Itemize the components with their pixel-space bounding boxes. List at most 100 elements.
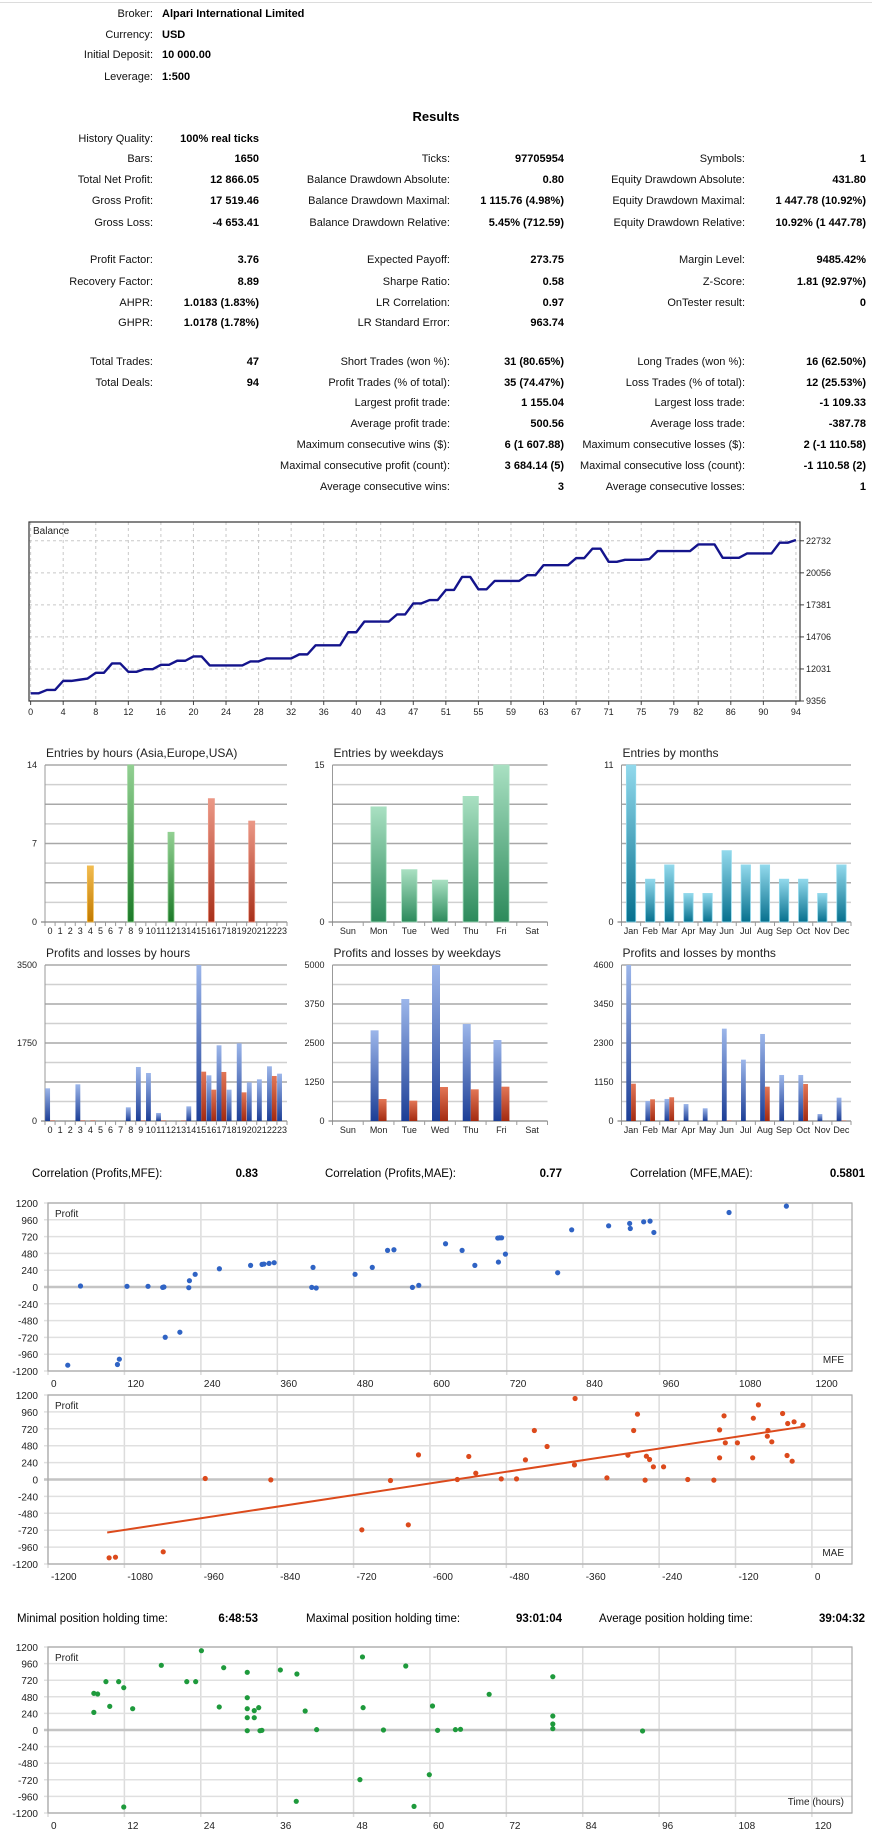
x-tick-label: Fri	[496, 926, 507, 936]
x-tick-label: 16	[156, 707, 166, 717]
bar-weekday	[462, 796, 479, 923]
x-tick-label: -600	[433, 1572, 453, 1583]
x-tick-label: Jun	[719, 926, 734, 936]
bar-profit	[206, 1075, 212, 1121]
y-tick-label: -1200	[12, 1809, 38, 1820]
x-tick-label: 84	[586, 1821, 598, 1832]
stat-label: Total Deals:	[95, 377, 153, 389]
y-tick-label: -960	[18, 1350, 38, 1361]
scatter-point	[569, 1227, 575, 1233]
y-tick-label: 0	[319, 1116, 324, 1126]
scatter-point	[369, 1264, 375, 1270]
x-axis-title: MFE	[823, 1355, 844, 1366]
x-tick-label: Feb	[642, 926, 658, 936]
y-tick-label: -240	[18, 1492, 38, 1503]
x-tick-label: Sat	[525, 1125, 539, 1135]
y-tick-label: 960	[21, 1408, 38, 1419]
scatter-point	[313, 1285, 319, 1291]
chart-title: Profits and losses by months	[623, 946, 776, 960]
scatter-point	[442, 1241, 449, 1247]
x-tick-label: 7	[118, 926, 123, 936]
x-tick-label: Oct	[796, 926, 811, 936]
y-tick-label: 22732	[806, 536, 831, 546]
x-tick-label: 480	[357, 1379, 374, 1390]
bar-month	[817, 893, 828, 923]
chart-title: Profits and losses by hours	[46, 946, 190, 960]
scatter-point	[309, 1284, 315, 1290]
scatter-point	[277, 1667, 283, 1673]
scatter-point	[302, 1708, 308, 1714]
scatter-point	[722, 1440, 728, 1446]
stat-row: Maximal consecutive profit (count): 3 684…	[0, 458, 872, 474]
y-tick-label: 1200	[16, 1391, 39, 1402]
y-tick-label: -720	[18, 1526, 38, 1537]
scatter-point	[259, 1727, 265, 1733]
stat-value: 12 (25.53%)	[806, 377, 866, 389]
scatter-point	[513, 1476, 520, 1482]
bar-europe	[127, 764, 135, 923]
y-tick-label: 0	[32, 1476, 38, 1487]
x-tick-label: 8	[93, 707, 98, 717]
stat-value: 1.0183 (1.83%)	[183, 297, 259, 309]
chart-title: Entries by hours (Asia,Europe,USA)	[46, 746, 237, 760]
correlation-profits-mfe-value: 0.83	[235, 1168, 258, 1180]
max-holding-time-label: Maximal position holding time:	[306, 1613, 461, 1625]
info-label: Leverage:	[104, 71, 153, 83]
x-tick-label: -480	[509, 1572, 529, 1583]
bar-loss	[221, 1071, 227, 1121]
bar-profit	[836, 1097, 842, 1121]
scatter-point	[429, 1703, 436, 1709]
x-tick-label: 18	[227, 926, 237, 936]
holding-time-row: Minimal position holding time: 6:48:53 M…	[0, 1611, 872, 1627]
stat-row: Total Deals: 94 Profit Trades (% of total)…	[0, 375, 872, 391]
bar-profit	[462, 1023, 471, 1121]
x-tick-label: 108	[739, 1821, 756, 1832]
x-tick-label: 0	[815, 1572, 821, 1583]
x-tick-label: Mon	[370, 926, 388, 936]
scatter-point	[800, 1422, 806, 1428]
stat-value: 94	[246, 377, 259, 389]
y-tick-label: 960	[21, 1216, 38, 1227]
x-tick-label: -240	[662, 1572, 682, 1583]
scatter-point	[642, 1477, 648, 1483]
x-tick-label: 0	[28, 707, 33, 717]
bar-profit	[156, 1112, 161, 1121]
stat-label: Maximal consecutive loss (count):	[579, 460, 745, 472]
stat-value: 5.45% (712.59)	[488, 217, 564, 229]
y-tick-label: -240	[18, 1300, 38, 1311]
stat-label: Bars:	[127, 153, 153, 165]
scatter-point	[266, 1260, 272, 1267]
scatter-point	[116, 1356, 122, 1362]
stat-value: 0.97	[542, 297, 564, 309]
stat-value: 8.89	[237, 276, 259, 288]
scatter-point	[647, 1218, 653, 1224]
bar-loss	[378, 1099, 387, 1121]
x-tick-label: 9	[138, 1125, 143, 1135]
bar-profit	[45, 1088, 51, 1121]
y-tick-label: -240	[18, 1743, 38, 1754]
stat-value: 2 (-1 110.58)	[803, 439, 866, 451]
stat-value: 0.80	[542, 174, 564, 186]
scatter-point	[416, 1282, 422, 1288]
stat-row: Bars: 1650 Ticks: 97705954 Symbols: 1	[0, 151, 872, 167]
stat-label: Average consecutive losses:	[605, 481, 745, 493]
scatter-point	[106, 1555, 112, 1561]
scatter-point	[384, 1247, 391, 1253]
bar-loss	[440, 1086, 448, 1121]
x-tick-label: 2	[68, 1125, 73, 1135]
correlation-mfe-mae-label: Correlation (MFE,MAE):	[630, 1168, 753, 1180]
scatter-point	[783, 1203, 789, 1209]
x-tick-label: May	[699, 926, 717, 936]
x-tick-label: 75	[636, 707, 646, 717]
x-tick-label: 82	[693, 707, 703, 717]
stat-value: 1	[859, 153, 866, 165]
stat-label: History Quality:	[78, 133, 153, 145]
stat-label: Average consecutive wins:	[319, 481, 450, 493]
scatter-point	[158, 1662, 164, 1668]
scatter-point	[162, 1334, 168, 1340]
correlation-mfe-mae-value: 0.5801	[829, 1168, 865, 1180]
x-tick-label: Mon	[370, 1125, 388, 1135]
y-tick-label: 480	[21, 1442, 38, 1453]
scatter-point	[571, 1462, 578, 1468]
